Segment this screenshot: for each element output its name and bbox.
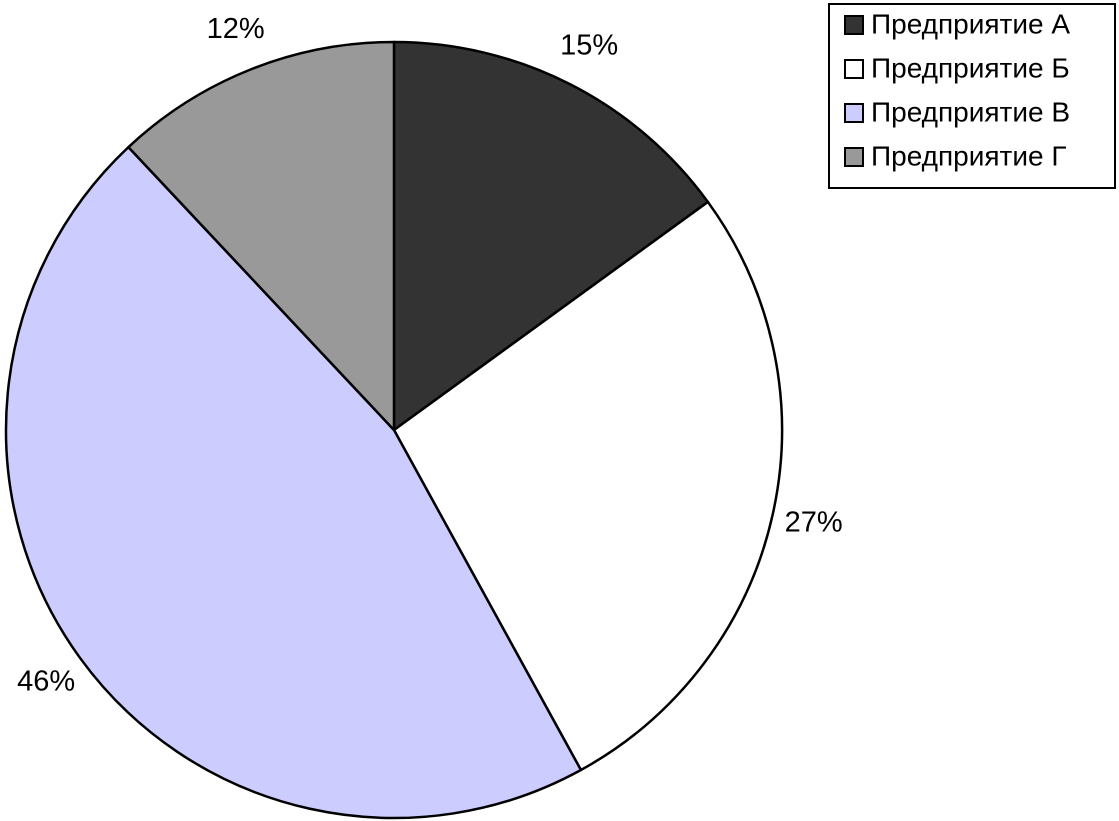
legend-swatch-1	[844, 15, 864, 35]
legend-label-3: Предприятие В	[871, 96, 1070, 127]
legend-box	[828, 3, 1116, 189]
pie-slice-2	[392, 200, 784, 772]
legend-label-2: Предприятие Б	[871, 52, 1070, 83]
pie-slices	[4, 40, 784, 820]
data-label-3: 46%	[17, 665, 75, 697]
pie-data-labels: 15% 27% 46% 12%	[17, 13, 843, 698]
pie-slice-1	[392, 40, 710, 432]
legend-swatch-3	[844, 103, 864, 123]
data-label-4: 12%	[207, 13, 265, 45]
legend-label-4: Предприятие Г	[871, 140, 1067, 171]
legend-label-1: Предприятие А	[871, 8, 1070, 39]
pie-slice-3	[4, 145, 583, 820]
data-label-1: 15%	[560, 30, 618, 62]
data-label-2: 27%	[785, 506, 843, 538]
pie-slice-4	[127, 40, 396, 432]
legend-swatch-2	[844, 59, 864, 79]
legend-swatch-4	[844, 147, 864, 167]
legend: Предприятие А Предприятие Б Предприятие В П…	[828, 3, 1116, 189]
